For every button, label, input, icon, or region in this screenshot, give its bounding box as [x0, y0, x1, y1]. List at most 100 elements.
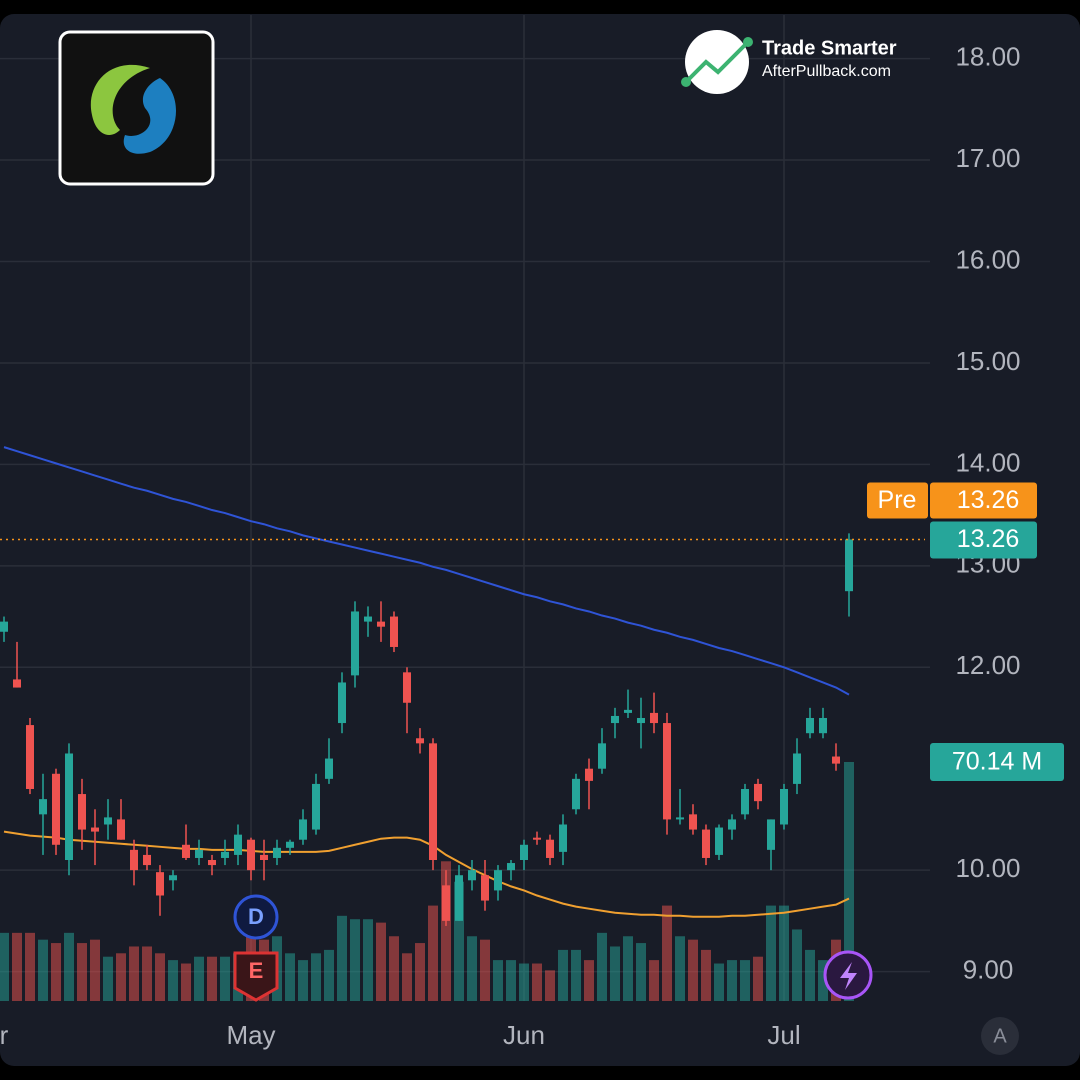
brand-arrow — [684, 40, 750, 84]
y-tick-label: 12.00 — [955, 650, 1020, 680]
candle-body — [221, 851, 229, 858]
volume-bar — [753, 956, 763, 1001]
candle-body — [0, 621, 8, 632]
volume-bar — [558, 949, 568, 1001]
candle-body — [663, 723, 671, 820]
candle-body — [364, 616, 372, 622]
volume-bar — [12, 932, 22, 1001]
brand: Trade Smarter AfterPullback.com — [681, 30, 897, 94]
moving-average — [3, 446, 850, 696]
candle-body — [273, 847, 281, 858]
volume-bar — [311, 953, 321, 1001]
y-tick-label: 17.00 — [955, 143, 1020, 173]
candle-body — [104, 817, 112, 825]
volume-bar — [38, 939, 48, 1001]
volume-bar — [285, 953, 295, 1001]
volume-bar — [480, 939, 490, 1001]
volume-bar — [766, 905, 776, 1001]
volume-bar — [688, 939, 698, 1001]
auto-scale-button[interactable] — [981, 1017, 1019, 1055]
candle-body — [416, 738, 424, 744]
candle-body — [286, 841, 294, 848]
logo-leaf — [90, 64, 150, 135]
volume-bar — [51, 943, 61, 1001]
candle-body — [767, 819, 775, 850]
candle-body — [546, 839, 554, 858]
volume-bar — [623, 936, 633, 1001]
volume-bar — [649, 960, 659, 1001]
brand-dot — [681, 77, 691, 87]
volume-bar — [519, 963, 529, 1001]
volume-bar — [103, 956, 113, 1001]
candle-body — [637, 717, 645, 724]
volume-bar — [532, 963, 542, 1001]
y-tick-label: 9.00 — [963, 954, 1014, 984]
volume-bar — [168, 960, 178, 1001]
y-tick-label: 14.00 — [955, 447, 1020, 477]
candle-body — [208, 859, 216, 866]
candle-body — [143, 854, 151, 866]
dividend-label: D — [248, 904, 264, 929]
moving-average — [3, 830, 850, 918]
candle-body — [689, 814, 697, 830]
volume-bar — [805, 949, 815, 1001]
volume-bar — [428, 905, 438, 1001]
volume-bar — [129, 946, 139, 1001]
candle-body — [39, 799, 47, 815]
candle-body — [624, 709, 632, 713]
volume-bar — [415, 943, 425, 1001]
candle-body — [806, 717, 814, 734]
candle-body — [325, 758, 333, 779]
y-tick-label: 16.00 — [955, 244, 1020, 274]
volume-label: 70.14 M — [952, 748, 1042, 776]
x-tick-label: r — [0, 1020, 9, 1050]
volume-bar — [402, 953, 412, 1001]
y-tick-label: 18.00 — [955, 41, 1020, 71]
candle-body — [741, 788, 749, 815]
volume-bar — [584, 960, 594, 1001]
volume-bar — [116, 953, 126, 1001]
candle-body — [728, 819, 736, 830]
volume-bar — [389, 936, 399, 1001]
candle-body — [65, 753, 73, 860]
dividend-marker[interactable] — [233, 894, 279, 940]
volume-bar — [324, 949, 334, 1001]
volume-bar — [467, 936, 477, 1001]
candle-body — [338, 682, 346, 724]
candle-body — [442, 885, 450, 921]
volume-bar — [454, 881, 464, 1001]
candle-body — [234, 834, 242, 855]
volume-bar — [844, 762, 854, 1001]
earnings-label: E — [249, 958, 264, 983]
candle-body — [195, 849, 203, 858]
event-markers: D E A — [233, 894, 1019, 1055]
candle-body — [676, 817, 684, 820]
y-tick-label: 15.00 — [955, 346, 1020, 376]
pre-tag: Pre — [878, 486, 917, 514]
candle-body — [52, 773, 60, 845]
brand-headline: Trade Smarter — [762, 37, 897, 59]
candle-body — [351, 611, 359, 676]
candle-body — [754, 783, 762, 802]
volume-bar — [142, 946, 152, 1001]
x-tick-label: Jul — [767, 1020, 800, 1050]
volume-bar — [818, 960, 828, 1001]
candle-body — [78, 794, 86, 830]
candle-body — [780, 788, 788, 825]
logo-frame — [58, 30, 215, 186]
candle-body — [520, 844, 528, 860]
candle-body — [572, 778, 580, 810]
candle-body — [533, 837, 541, 840]
earnings-marker[interactable] — [233, 951, 279, 1002]
alert-bolt — [840, 962, 857, 990]
logo-drop — [123, 78, 177, 154]
candle-body — [468, 870, 476, 881]
volume-bar — [207, 956, 217, 1001]
auto-scale-label[interactable]: A — [993, 1025, 1007, 1047]
brand-site: AfterPullback.com — [762, 63, 891, 80]
volume-bar — [506, 960, 516, 1001]
candle-body — [390, 616, 398, 647]
volume-bar — [740, 960, 750, 1001]
candle-body — [598, 743, 606, 769]
